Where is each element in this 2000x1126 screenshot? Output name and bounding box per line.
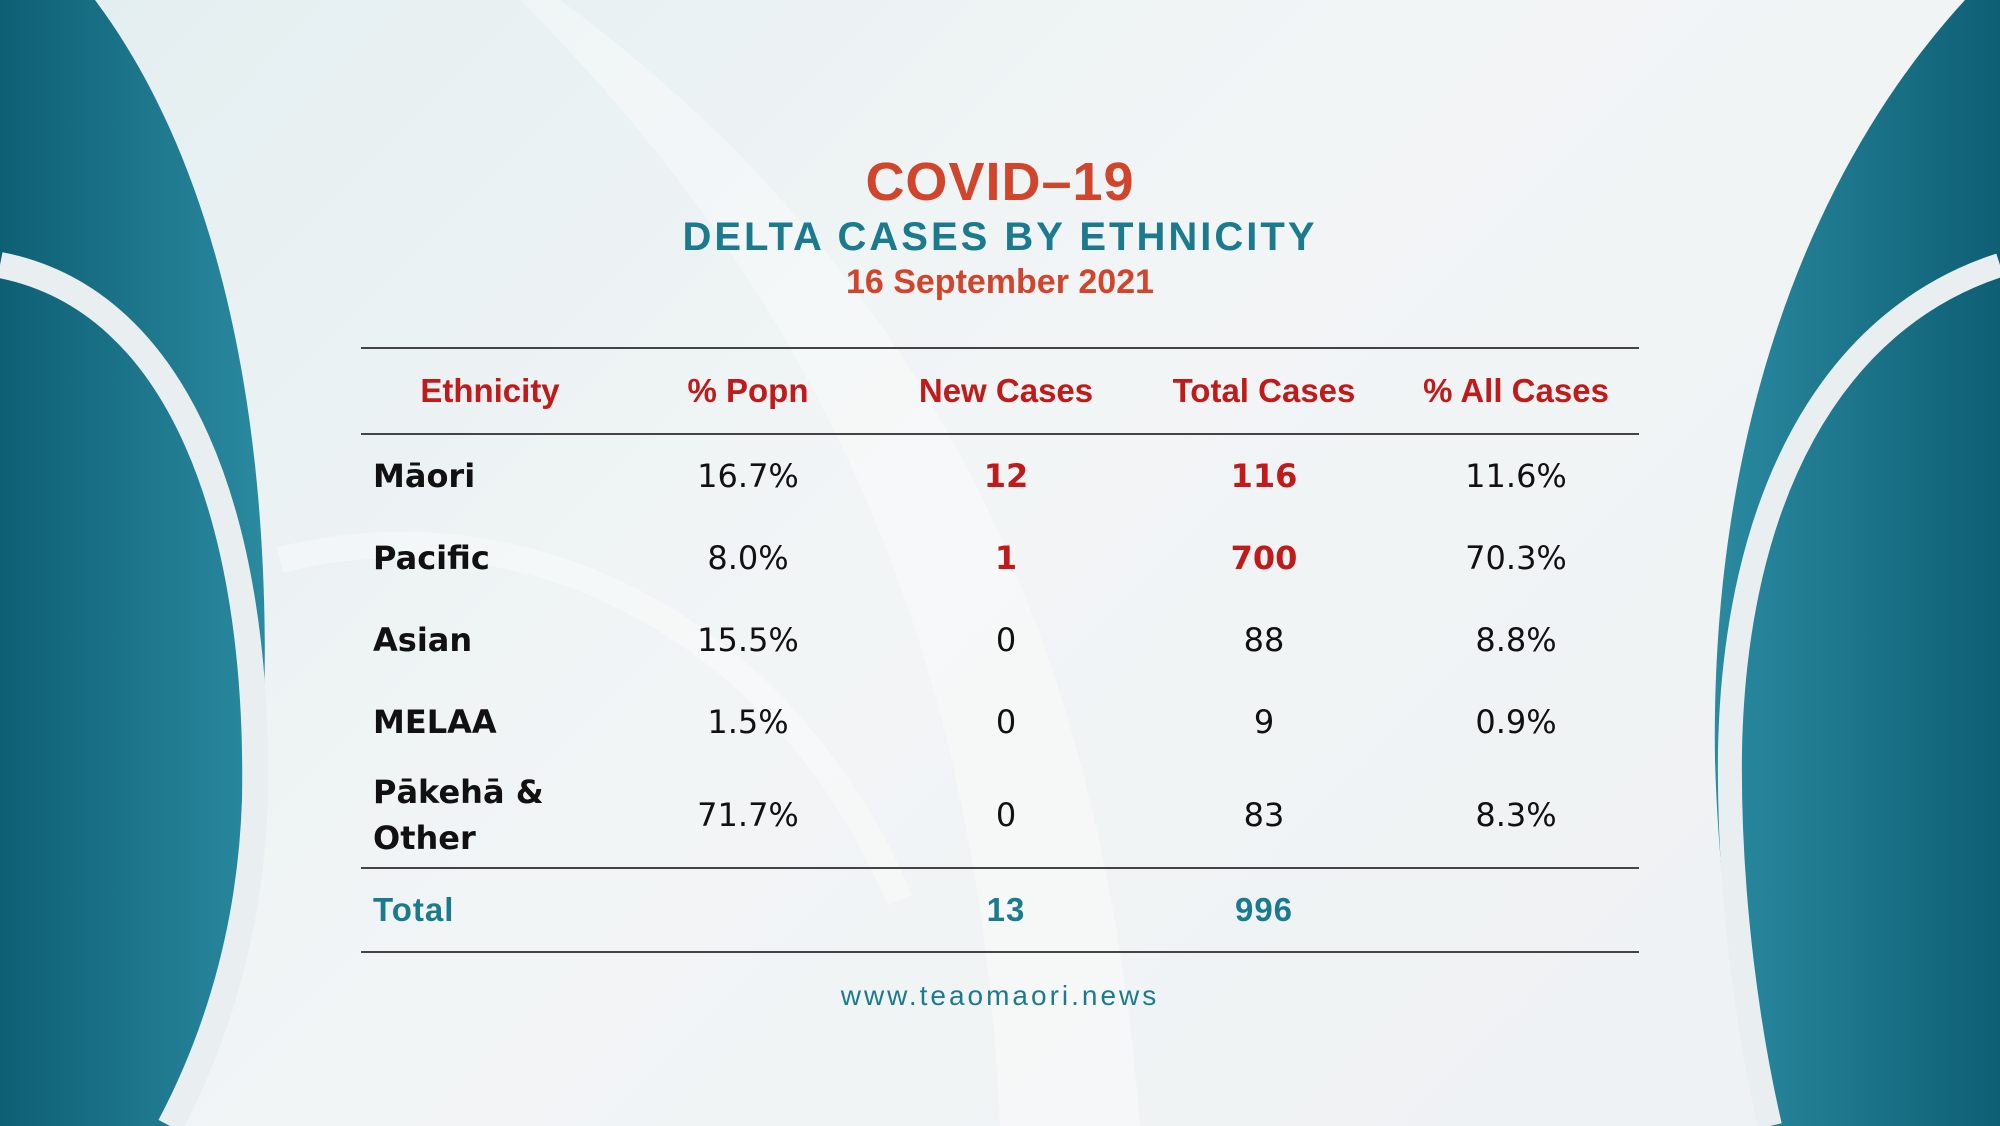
column-header-all-cases: % All Cases	[1423, 372, 1609, 409]
popn-cell: 1.5%	[707, 703, 789, 741]
new-cases-cell: 1	[994, 539, 1018, 577]
cases-table: Ethnicity % Popn New Cases Total Cases %…	[361, 347, 1639, 953]
ethnicity-label: Asian	[373, 621, 473, 659]
ethnicity-cell: Pacific	[361, 535, 619, 581]
table-header-row: Ethnicity % Popn New Cases Total Cases %…	[361, 349, 1639, 435]
all-cases-cell: 11.6%	[1465, 457, 1567, 495]
column-header-popn: % Popn	[687, 372, 809, 409]
table-total-row: Total 13 996	[361, 867, 1639, 951]
total-new-cases: 13	[986, 891, 1026, 928]
table-row: Māori 16.7% 12 116 11.6%	[361, 435, 1639, 517]
total-cases-cell: 700	[1230, 539, 1298, 577]
total-cases-cell: 116	[1230, 457, 1298, 495]
table-row: MELAA 1.5% 0 9 0.9%	[361, 681, 1639, 763]
popn-cell: 16.7%	[697, 457, 799, 495]
column-header-ethnicity: Ethnicity	[420, 372, 560, 409]
table-row: Pacific 8.0% 1 700 70.3%	[361, 517, 1639, 599]
column-header-new-cases: New Cases	[918, 372, 1094, 409]
total-total-cases: 996	[1234, 891, 1294, 928]
report-date: 16 September 2021	[845, 263, 1155, 301]
new-cases-cell: 0	[995, 796, 1017, 834]
all-cases-cell: 8.8%	[1475, 621, 1557, 659]
ethnicity-label: Māori	[373, 457, 476, 495]
popn-cell: 8.0%	[707, 539, 789, 577]
all-cases-cell: 70.3%	[1465, 539, 1567, 577]
ethnicity-label: Pacific	[373, 539, 490, 577]
page-title: COVID–19	[865, 152, 1135, 212]
footer-url: www.teaomaori.news	[840, 980, 1160, 1011]
all-cases-cell: 8.3%	[1475, 796, 1557, 834]
column-header-total-cases: Total Cases	[1172, 372, 1356, 409]
ethnicity-label: MELAA	[373, 703, 497, 741]
new-cases-cell: 12	[983, 457, 1029, 495]
ethnicity-cell: Māori	[361, 453, 619, 499]
table-row: Asian 15.5% 0 88 8.8%	[361, 599, 1639, 681]
ethnicity-cell: MELAA	[361, 699, 619, 745]
table-row: Pākehā & Other 71.7% 0 83 8.3%	[361, 763, 1639, 867]
new-cases-cell: 0	[995, 703, 1017, 741]
total-cases-cell: 9	[1253, 703, 1275, 741]
ethnicity-cell: Pākehā & Other	[361, 769, 619, 861]
total-label: Total	[373, 891, 455, 928]
new-cases-cell: 0	[995, 621, 1017, 659]
total-cases-cell: 83	[1243, 796, 1285, 834]
ethnicity-label-line2: Other	[373, 819, 476, 857]
page-subtitle: DELTA CASES BY ETHNICITY	[682, 215, 1318, 259]
popn-cell: 71.7%	[697, 796, 799, 834]
ethnicity-label-line1: Pākehā &	[373, 773, 544, 811]
all-cases-cell: 0.9%	[1475, 703, 1557, 741]
total-cases-cell: 88	[1243, 621, 1285, 659]
popn-cell: 15.5%	[697, 621, 799, 659]
ethnicity-cell: Asian	[361, 617, 619, 663]
